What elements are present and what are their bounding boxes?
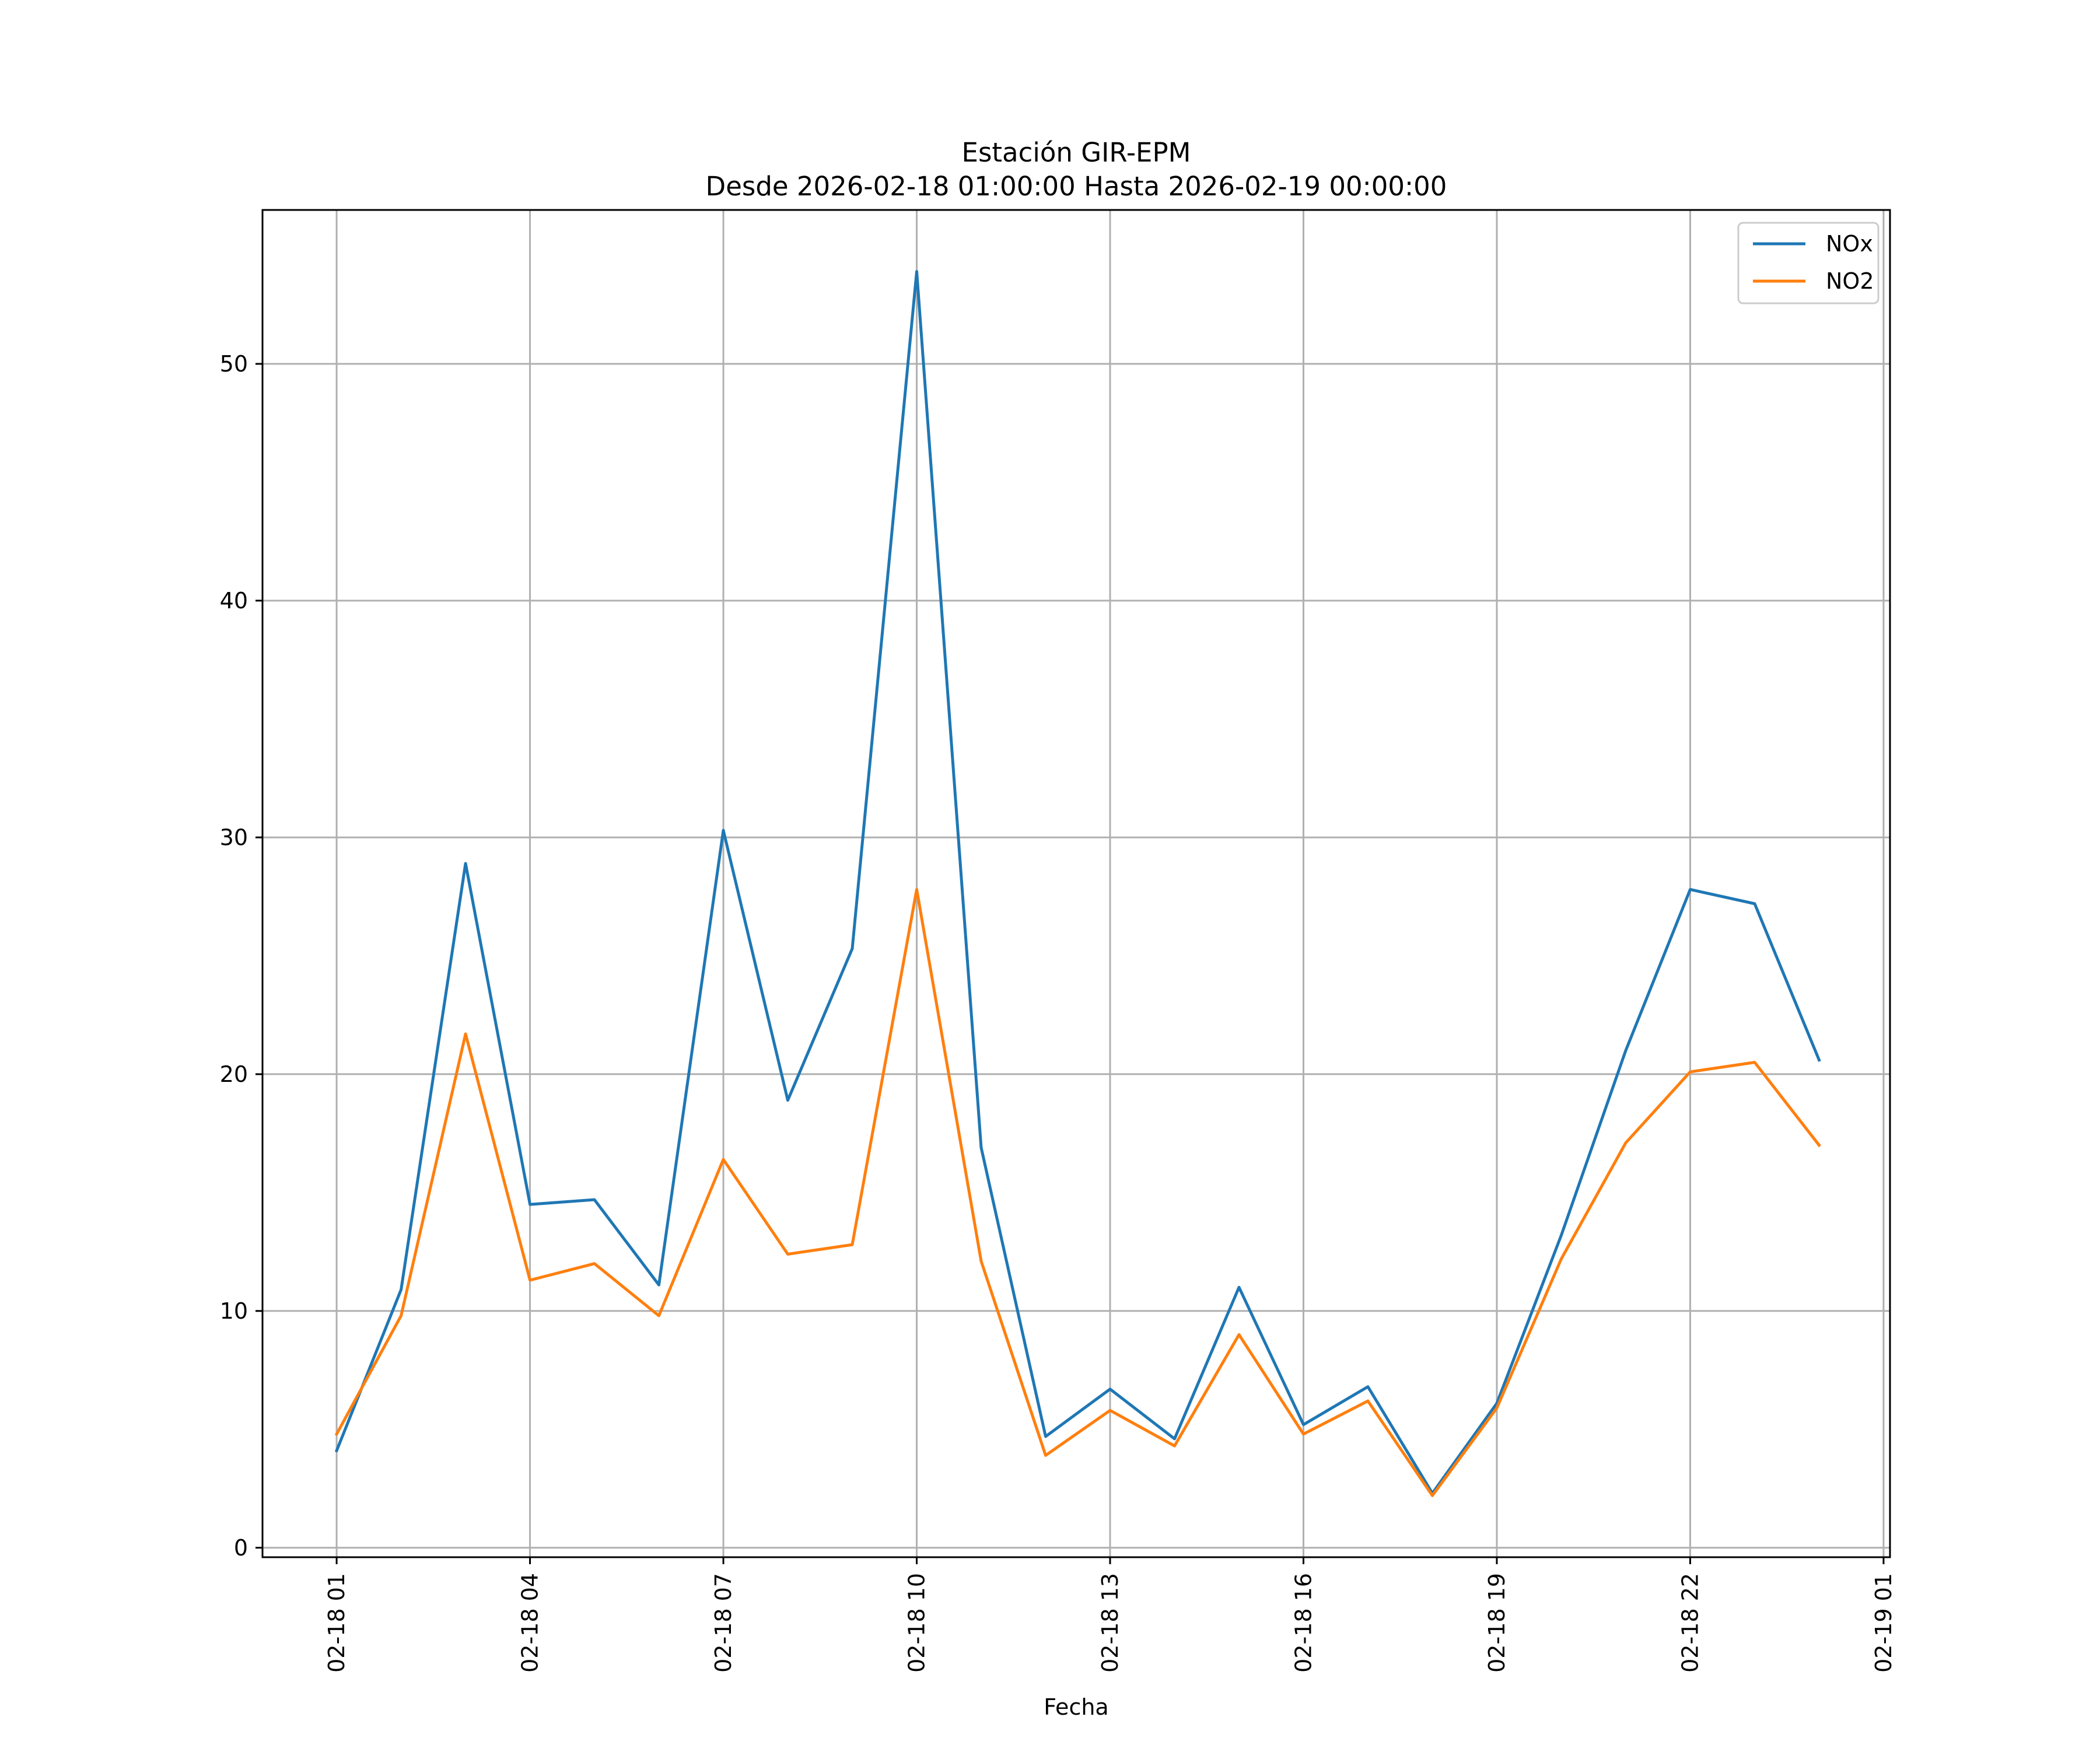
legend: NOx NO2 — [1737, 222, 1880, 304]
y-tick-label: 30 — [220, 825, 248, 850]
y-axis: 0 10 20 30 40 50 — [220, 351, 262, 1561]
x-tick-label: 02-18 13 — [1097, 1573, 1123, 1673]
series-line-no2 — [334, 888, 1822, 1497]
legend-label-nox: NOx — [1826, 231, 1873, 257]
chart-subtitle: Desde 2026-02-18 01:00:00 Hasta 2026-02-… — [706, 171, 1447, 202]
plot-frame — [261, 209, 1891, 1558]
x-tick-label: 02-18 04 — [517, 1573, 543, 1673]
x-tick-label: 02-18 19 — [1484, 1573, 1510, 1673]
plot-series — [334, 270, 1822, 1497]
plot-grid — [262, 210, 1890, 1557]
legend-label-no2: NO2 — [1826, 268, 1874, 294]
chart-title: Estación GIR-EPM — [962, 137, 1191, 168]
y-tick-label: 0 — [234, 1535, 248, 1561]
x-tick-label: 02-18 07 — [710, 1573, 736, 1673]
x-tick-label: 02-18 22 — [1677, 1573, 1703, 1673]
x-tick-label: 02-18 01 — [324, 1573, 349, 1673]
y-tick-label: 50 — [220, 351, 248, 377]
x-tick-label: 02-19 01 — [1871, 1573, 1896, 1673]
y-tick-label: 10 — [220, 1298, 248, 1324]
y-tick-label: 20 — [220, 1061, 248, 1087]
series-line-nox — [334, 270, 1821, 1495]
y-tick-label: 40 — [220, 588, 248, 614]
x-axis-label: Fecha — [1044, 1694, 1108, 1720]
x-tick-label: 02-18 16 — [1290, 1573, 1316, 1673]
x-tick-label: 02-18 10 — [904, 1573, 930, 1673]
x-axis: 02-18 01 02-18 04 02-18 07 02-18 10 02-18 13… — [324, 1557, 1896, 1673]
